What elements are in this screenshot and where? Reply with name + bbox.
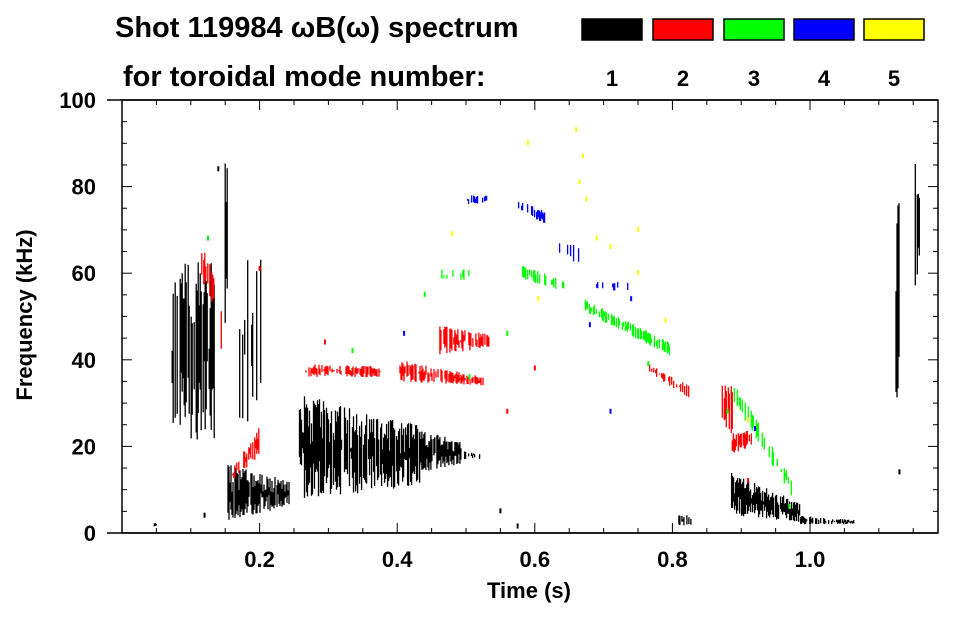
x-tick-label: 0.2 (244, 547, 275, 572)
spectrum-point-mode-2 (506, 408, 509, 414)
spectrum-point-mode-5 (451, 231, 454, 237)
legend-label-mode-4: 4 (818, 66, 831, 91)
spectrum-point-mode-3 (207, 235, 210, 241)
spectrum-point-mode-2 (258, 265, 261, 271)
spectrum-region-mode-1 (171, 262, 215, 440)
x-tick-label: 0.8 (657, 547, 688, 572)
spectrum-point-mode-3 (726, 408, 729, 414)
legend-label-mode-5: 5 (888, 66, 900, 91)
spectrum-point-mode-5 (664, 317, 667, 323)
spectrum-region-mode-1 (800, 516, 855, 525)
spectrum-point-mode-1 (516, 523, 519, 529)
legend-swatch-mode-2 (652, 18, 714, 41)
spectrum-point-mode-4 (403, 330, 406, 336)
y-tick-label: 100 (59, 88, 96, 113)
spectrum-region-mode-3 (584, 299, 671, 356)
spectrum-region-mode-1 (153, 523, 157, 527)
y-tick-label: 40 (72, 348, 96, 373)
spectrum-point-mode-4 (588, 322, 591, 328)
spectrum-point-mode-3 (647, 361, 650, 367)
spectrum-point-mode-4 (630, 296, 633, 302)
legend-label-mode-1: 1 (606, 66, 618, 91)
spectrum-region-mode-2 (721, 385, 733, 433)
spectrum-point-mode-5 (595, 235, 598, 241)
spectrum-region-mode-1 (678, 515, 692, 526)
spectrum-point-mode-5 (581, 153, 584, 159)
spectrum-region-mode-4 (466, 195, 488, 204)
legend-swatch-mode-4 (793, 18, 855, 41)
spectrum-point-mode-3 (788, 504, 791, 510)
spectrum-point-mode-3 (351, 348, 354, 354)
spectrum-region-mode-2 (731, 431, 752, 453)
spectrum-point-mode-5 (637, 270, 640, 276)
y-tick-label: 20 (72, 434, 96, 459)
spectrum-point-mode-5 (575, 127, 578, 133)
spectrum-region-mode-2 (649, 364, 690, 397)
legend-caption: for toroidal mode number: (123, 61, 486, 93)
spectrum-region-mode-4 (517, 202, 546, 223)
legend-label-mode-3: 3 (748, 66, 760, 91)
spectrum-point-mode-5 (578, 179, 581, 185)
y-tick-label: 80 (72, 175, 96, 200)
spectrum-point-mode-1 (898, 469, 901, 475)
chart-title: Shot 119984 ωB(ω) spectrum (115, 12, 519, 44)
spectrum-point-mode-1 (499, 508, 502, 514)
x-tick-label: 0.6 (520, 547, 551, 572)
spectrum-point-mode-3 (468, 374, 471, 380)
spectrum-region-mode-1 (298, 396, 355, 498)
spectrum-region-mode-1 (419, 431, 462, 471)
legend: 1 2 3 4 5 (581, 18, 925, 91)
spectrum-region-mode-1 (239, 259, 262, 422)
plot-frame (121, 99, 939, 534)
axes: 0.2 0.4 0.6 0.8 1.0 0 20 40 60 80 100 (59, 88, 939, 572)
spectrum-region-mode-2 (201, 252, 215, 302)
spectrum-region-mode-1 (895, 203, 900, 398)
legend-swatch-mode-1 (581, 18, 643, 41)
spectrum-point-mode-5 (637, 226, 640, 232)
spectrum-region-mode-1 (224, 163, 228, 323)
spectrum-point-mode-2 (533, 365, 536, 371)
y-tick-label: 60 (72, 261, 96, 286)
spectrum-region-mode-3 (733, 388, 792, 496)
spectrum-region-mode-4 (558, 243, 580, 262)
x-axis-label: Time (s) (487, 578, 571, 603)
y-axis-label: Frequency (kHz) (12, 229, 37, 400)
spectrum-point-mode-1 (217, 166, 220, 172)
spectrum-point-mode-4 (609, 408, 612, 414)
spectrum-region-mode-4 (596, 281, 629, 291)
spectrum-point-mode-2 (323, 339, 326, 345)
spectrum-region-mode-1 (227, 465, 290, 520)
legend-label-mode-2: 2 (677, 66, 689, 91)
x-tick-label: 0.4 (382, 547, 413, 572)
legend-swatch-mode-3 (723, 18, 785, 41)
spectrum-point-mode-5 (537, 296, 540, 302)
spectrum-point-mode-5 (526, 140, 529, 146)
spectrum-region-mode-1 (353, 414, 421, 494)
spectrum-region-mode-2 (439, 326, 490, 355)
spectrum-region-mode-2 (305, 364, 381, 378)
spectrum-point-mode-3 (423, 291, 426, 297)
spectrum-marks (153, 127, 920, 529)
spectrum-region-mode-1 (914, 164, 920, 286)
spectrum-region-mode-2 (399, 361, 484, 386)
spectrum-point-mode-2 (747, 478, 750, 484)
spectrum-region-mode-3 (441, 269, 470, 280)
y-tick-label: 0 (84, 521, 96, 546)
spectrum-point-mode-5 (609, 244, 612, 250)
spectrum-point-mode-3 (506, 330, 509, 336)
spectrum-region-mode-1 (730, 473, 801, 522)
spectrum-point-mode-1 (203, 512, 206, 518)
spectrum-point-mode-4 (753, 426, 756, 432)
spectrum-region-mode-2 (232, 428, 260, 479)
spectrum-region-mode-1 (463, 451, 481, 460)
spectrum-point-mode-5 (585, 196, 588, 202)
x-tick-label: 1.0 (795, 547, 826, 572)
legend-swatch-mode-5 (863, 18, 925, 41)
spectrum-point-mode-5 (747, 417, 750, 423)
spectrum-region-mode-3 (522, 266, 565, 289)
